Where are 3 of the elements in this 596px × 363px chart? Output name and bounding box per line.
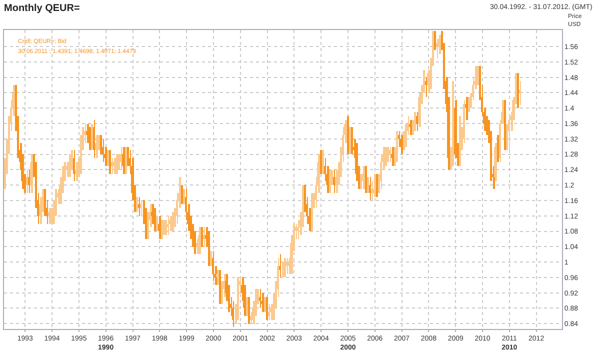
chart-title: Monthly QEUR=: [4, 3, 80, 14]
candlestick: [320, 150, 322, 174]
candlestick: [322, 150, 324, 174]
